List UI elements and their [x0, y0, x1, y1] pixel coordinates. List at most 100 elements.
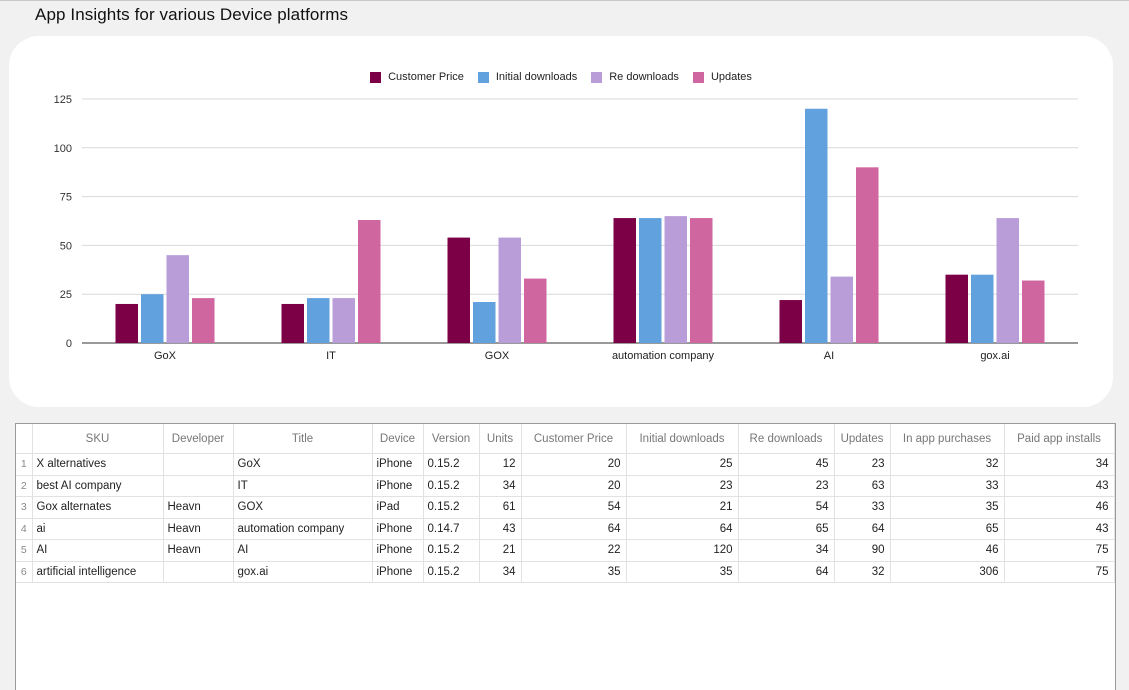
- table-cell[interactable]: Gox alternates: [32, 496, 164, 519]
- table-cell[interactable]: 20: [521, 453, 627, 476]
- table-row[interactable]: 5 AI Heavn AI iPhone 0.15.2 21 22 120 34 90 46 75: [16, 539, 1115, 562]
- table-cell[interactable]: 0.14.7: [423, 518, 480, 540]
- table-cell[interactable]: best AI company: [32, 475, 164, 497]
- column-header[interactable]: Updates: [834, 424, 891, 454]
- bar[interactable]: [613, 218, 637, 343]
- table-cell[interactable]: 63: [834, 475, 891, 497]
- table-cell[interactable]: iPhone: [372, 453, 424, 476]
- column-header[interactable]: Customer Price: [521, 424, 627, 454]
- table-cell[interactable]: [163, 475, 234, 497]
- column-header[interactable]: Initial downloads: [626, 424, 739, 454]
- bar[interactable]: [664, 216, 688, 343]
- table-cell[interactable]: 54: [738, 496, 835, 519]
- chart-card[interactable]: 0 25 50 75 100 125 GoX IT GOX automation company A…: [9, 36, 1113, 407]
- table-cell[interactable]: 33: [890, 475, 1005, 497]
- column-header[interactable]: In app purchases: [890, 424, 1005, 454]
- row-number[interactable]: 4: [16, 518, 33, 540]
- table-cell[interactable]: 64: [834, 518, 891, 540]
- table-cell[interactable]: artificial intelligence: [32, 561, 164, 583]
- table-cell[interactable]: 23: [738, 475, 835, 497]
- column-header[interactable]: Paid app installs: [1004, 424, 1115, 454]
- table-cell[interactable]: 20: [521, 475, 627, 497]
- table-row[interactable]: 4 ai Heavn automation company iPhone 0.14.7 43…: [16, 518, 1115, 540]
- table-cell[interactable]: 34: [479, 561, 522, 583]
- bar[interactable]: [192, 298, 215, 343]
- table-cell[interactable]: 0.15.2: [423, 475, 480, 497]
- bar[interactable]: [1022, 280, 1045, 343]
- bar[interactable]: [332, 298, 356, 343]
- bar[interactable]: [115, 303, 139, 343]
- table-cell[interactable]: AI: [32, 539, 164, 562]
- table-cell[interactable]: 34: [479, 475, 522, 497]
- table-cell[interactable]: 65: [738, 518, 835, 540]
- table-cell[interactable]: 35: [890, 496, 1005, 519]
- column-header[interactable]: Units: [479, 424, 522, 454]
- table-cell[interactable]: 35: [521, 561, 627, 583]
- bar[interactable]: [971, 274, 994, 343]
- table-cell[interactable]: 0.15.2: [423, 561, 480, 583]
- bar[interactable]: [805, 108, 828, 343]
- legend-item[interactable]: Initial downloads: [477, 69, 577, 85]
- table-cell[interactable]: 34: [738, 539, 835, 562]
- data-table[interactable]: SKU Developer Title Device Version Units Custo…: [16, 424, 1115, 583]
- bar[interactable]: [945, 274, 969, 343]
- table-cell[interactable]: 35: [626, 561, 739, 583]
- bar[interactable]: [779, 300, 803, 343]
- table-cell[interactable]: AI: [233, 539, 373, 562]
- bar[interactable]: [830, 276, 854, 343]
- table-cell[interactable]: 22: [521, 539, 627, 562]
- column-header[interactable]: Title: [233, 424, 373, 454]
- table-cell[interactable]: iPhone: [372, 475, 424, 497]
- table-cell[interactable]: 32: [890, 453, 1005, 476]
- table-cell[interactable]: 90: [834, 539, 891, 562]
- table-cell[interactable]: 45: [738, 453, 835, 476]
- legend-item[interactable]: Updates: [692, 69, 752, 85]
- table-cell[interactable]: 32: [834, 561, 891, 583]
- column-header[interactable]: Version: [423, 424, 480, 454]
- table-cell[interactable]: 64: [738, 561, 835, 583]
- table-cell[interactable]: iPhone: [372, 539, 424, 562]
- table-row[interactable]: 3 Gox alternates Heavn GOX iPad 0.15.2 61 54 21 5…: [16, 496, 1115, 519]
- table-row[interactable]: 2 best AI company IT iPhone 0.15.2 34 20 23 23 63…: [16, 475, 1115, 497]
- table-cell[interactable]: 23: [834, 453, 891, 476]
- table-cell[interactable]: 43: [479, 518, 522, 540]
- chart-legend[interactable]: Customer Price Initial downloads Re downlo…: [9, 69, 1113, 85]
- legend-item[interactable]: Customer Price: [370, 69, 464, 85]
- table-cell[interactable]: 120: [626, 539, 739, 562]
- table-cell[interactable]: 33: [834, 496, 891, 519]
- table-cell[interactable]: X alternatives: [32, 453, 164, 476]
- table-row[interactable]: 6 artificial intelligence gox.ai iPhone 0.15…: [16, 561, 1115, 583]
- bar[interactable]: [524, 278, 547, 343]
- table-cell[interactable]: 54: [521, 496, 627, 519]
- row-number[interactable]: 2: [16, 475, 33, 497]
- table-cell[interactable]: 43: [1004, 518, 1115, 540]
- bar[interactable]: [166, 255, 190, 343]
- table-cell[interactable]: 64: [626, 518, 739, 540]
- table-cell[interactable]: IT: [233, 475, 373, 497]
- column-header[interactable]: Device: [372, 424, 424, 454]
- table-cell[interactable]: 306: [890, 561, 1005, 583]
- table-cell[interactable]: GOX: [233, 496, 373, 519]
- table-cell[interactable]: 46: [1004, 496, 1115, 519]
- table-cell[interactable]: 34: [1004, 453, 1115, 476]
- table-cell[interactable]: 64: [521, 518, 627, 540]
- table-cell[interactable]: ai: [32, 518, 164, 540]
- table-cell[interactable]: iPhone: [372, 561, 424, 583]
- table-cell[interactable]: iPhone: [372, 518, 424, 540]
- row-number[interactable]: 3: [16, 496, 33, 519]
- bar[interactable]: [281, 303, 305, 343]
- table-cell[interactable]: Heavn: [163, 518, 234, 540]
- row-number[interactable]: 1: [16, 453, 33, 476]
- table-cell[interactable]: 46: [890, 539, 1005, 562]
- table-cell[interactable]: 0.15.2: [423, 496, 480, 519]
- bar[interactable]: [856, 167, 879, 343]
- bar[interactable]: [358, 220, 381, 343]
- table-cell[interactable]: gox.ai: [233, 561, 373, 583]
- bar[interactable]: [996, 218, 1020, 343]
- table-cell[interactable]: 61: [479, 496, 522, 519]
- table-cell[interactable]: iPad: [372, 496, 424, 519]
- data-sheet[interactable]: SKU Developer Title Device Version Units Custo…: [15, 423, 1116, 690]
- bar[interactable]: [690, 218, 713, 343]
- table-cell[interactable]: 21: [626, 496, 739, 519]
